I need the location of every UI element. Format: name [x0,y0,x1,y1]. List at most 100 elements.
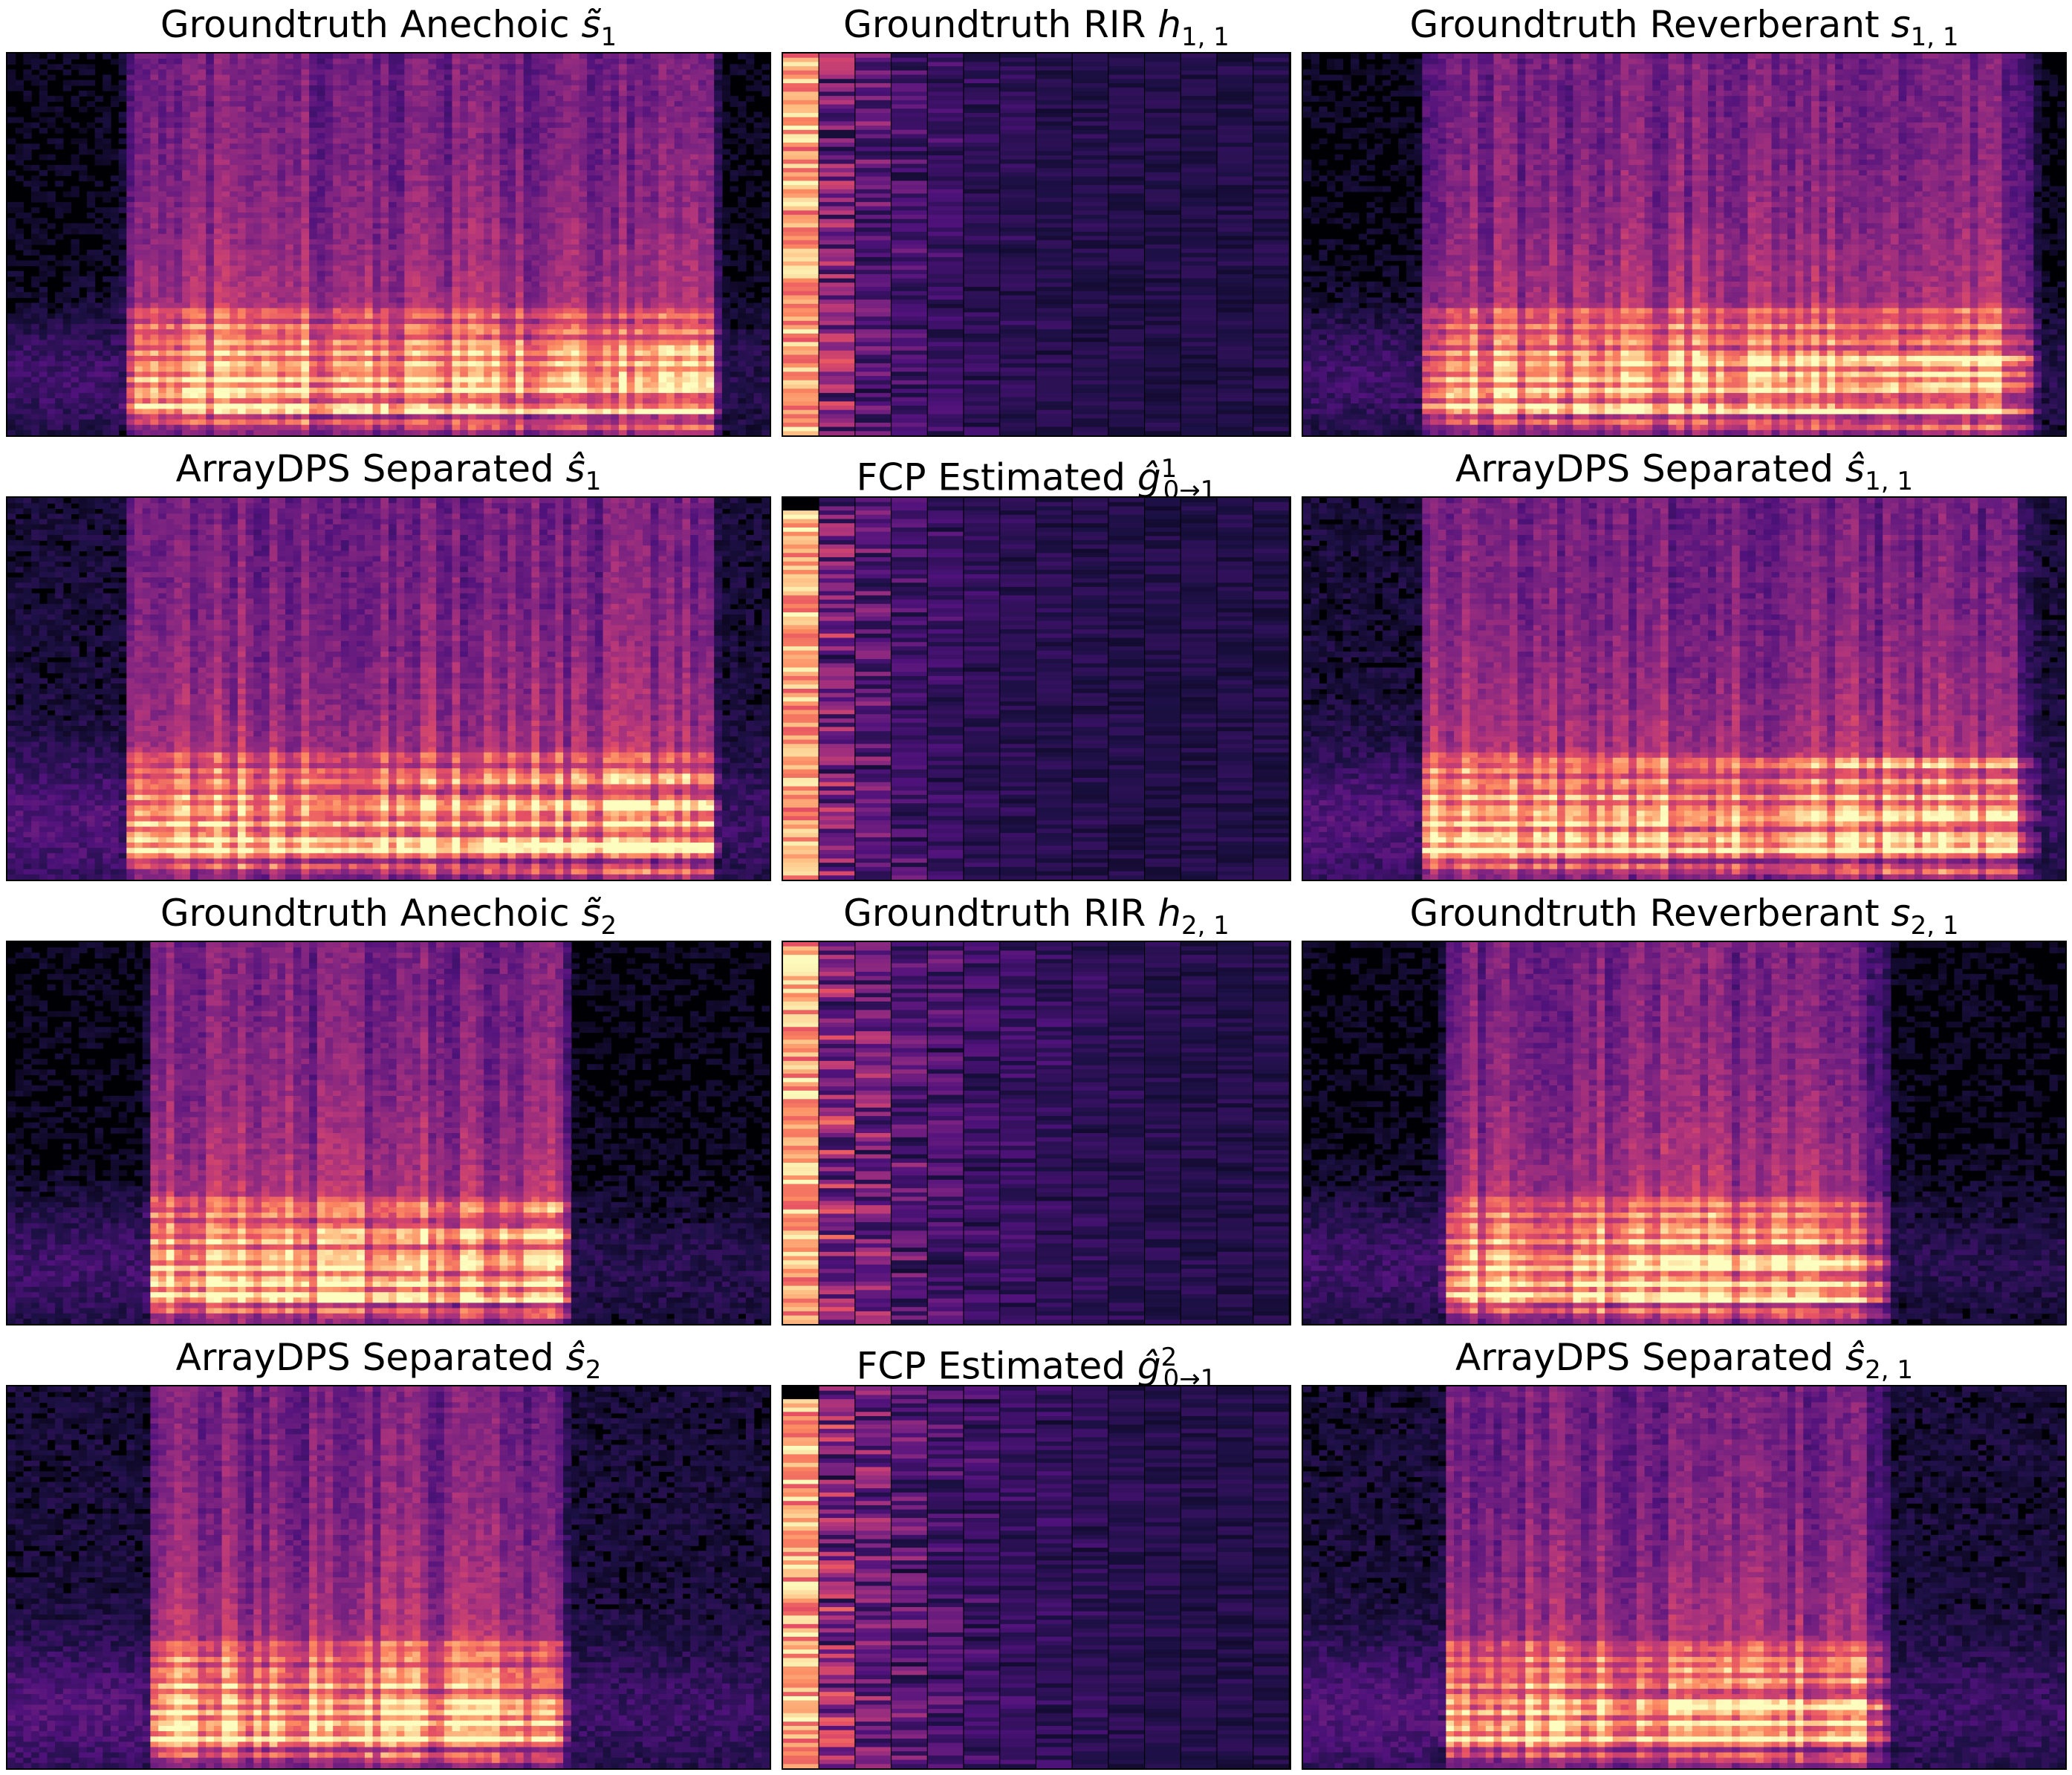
heatmap-cell [516,324,525,330]
heatmap-cell [245,218,254,224]
heatmap-cell [277,138,286,145]
heatmap-cell [262,143,270,150]
heatmap-cell [285,218,294,224]
heatmap-cell [531,122,540,129]
heatmap-cell [94,424,103,431]
heatmap-cell [198,429,207,435]
heatmap-cell [475,170,484,176]
heatmap-cell [31,318,40,325]
heatmap-cell [484,181,493,187]
heatmap-cell [206,64,215,71]
heatmap-cell [547,318,556,325]
heatmap-cell [206,111,215,118]
heatmap-cell [364,281,374,288]
heatmap-cell [420,154,429,160]
heatmap-cell [380,106,389,113]
heatmap-cell [277,207,286,213]
heatmap-cell [277,350,286,357]
heatmap-cell [86,79,96,86]
heatmap-cell [174,59,183,65]
heatmap-cell [285,207,294,213]
heatmap-cell [182,340,191,346]
heatmap-cell [507,398,516,404]
heatmap-cell [126,111,135,118]
heatmap-cell [587,59,596,65]
heatmap-cell [467,276,477,282]
heatmap-cell [55,355,64,362]
heatmap-cell [245,106,254,113]
heatmap-cell [325,255,334,262]
heatmap-cell [555,287,564,293]
heatmap-cell [460,255,469,262]
heatmap-cell [547,392,556,399]
heatmap-cell [484,64,493,71]
heatmap-cell [436,218,445,224]
heatmap-cell [555,90,564,97]
heatmap-cell [118,149,127,155]
panel-title-text: Groundtruth Anechoic [160,3,582,46]
heatmap-cell [174,403,183,409]
heatmap-cell [348,127,357,134]
heatmap-cell [103,392,111,399]
heatmap-cell [150,79,159,86]
heatmap-cell [491,79,501,86]
heatmap-cell [309,313,318,319]
heatmap-cell [189,127,199,134]
heatmap-cell [174,334,183,341]
heatmap-cell [158,143,167,150]
heatmap-cell [39,154,48,160]
heatmap-cell [62,371,72,378]
heatmap-cell [444,181,453,187]
heatmap-cell [420,350,429,357]
heatmap-cell [198,122,207,129]
heatmap-cell [348,371,357,378]
heatmap-cell [420,318,429,325]
heatmap-cell [316,218,326,224]
heatmap-cell [86,196,96,203]
heatmap-cell [389,79,397,86]
heatmap-cell [47,238,56,245]
heatmap-cell [467,149,477,155]
heatmap-cell [94,392,103,399]
heatmap-cell [277,255,286,262]
heatmap-cell [396,117,406,123]
heatmap-cell [523,218,533,224]
heatmap-cell [79,366,88,373]
heatmap-cell [333,377,342,383]
heatmap-cell [499,238,508,245]
heatmap-cell [555,175,564,182]
heatmap-cell [39,361,48,367]
heatmap-cell [389,429,397,435]
heatmap-cell [452,175,461,182]
heatmap-cell [301,308,310,314]
heatmap-cell [571,127,580,134]
heatmap-cell [579,138,588,145]
heatmap-cell [230,355,238,362]
heatmap-cell [340,392,350,399]
heatmap-cell [47,329,56,336]
heatmap-cell [372,281,381,288]
heatmap-cell [333,64,342,71]
heatmap-cell [364,392,374,399]
heatmap-cell [325,371,334,378]
heatmap-cell [31,424,40,431]
heatmap-cell [539,270,548,277]
heatmap-cell [380,398,389,404]
heatmap-cell [182,181,191,187]
heatmap-cell [285,318,294,325]
heatmap-cell [364,133,374,139]
heatmap-cell [555,302,564,309]
heatmap-cell [340,281,350,288]
heatmap-cell [348,387,357,394]
heatmap-cell [364,79,374,86]
heatmap-cell [150,382,159,389]
heatmap-cell [269,111,279,118]
heatmap-cell [516,64,525,71]
heatmap-cell [587,302,596,309]
heatmap-cell [571,366,580,373]
heatmap-cell [174,201,183,208]
heatmap-cell [587,329,596,336]
heatmap-cell [325,287,334,293]
heatmap-cell [467,419,477,426]
heatmap-cell [15,292,25,299]
